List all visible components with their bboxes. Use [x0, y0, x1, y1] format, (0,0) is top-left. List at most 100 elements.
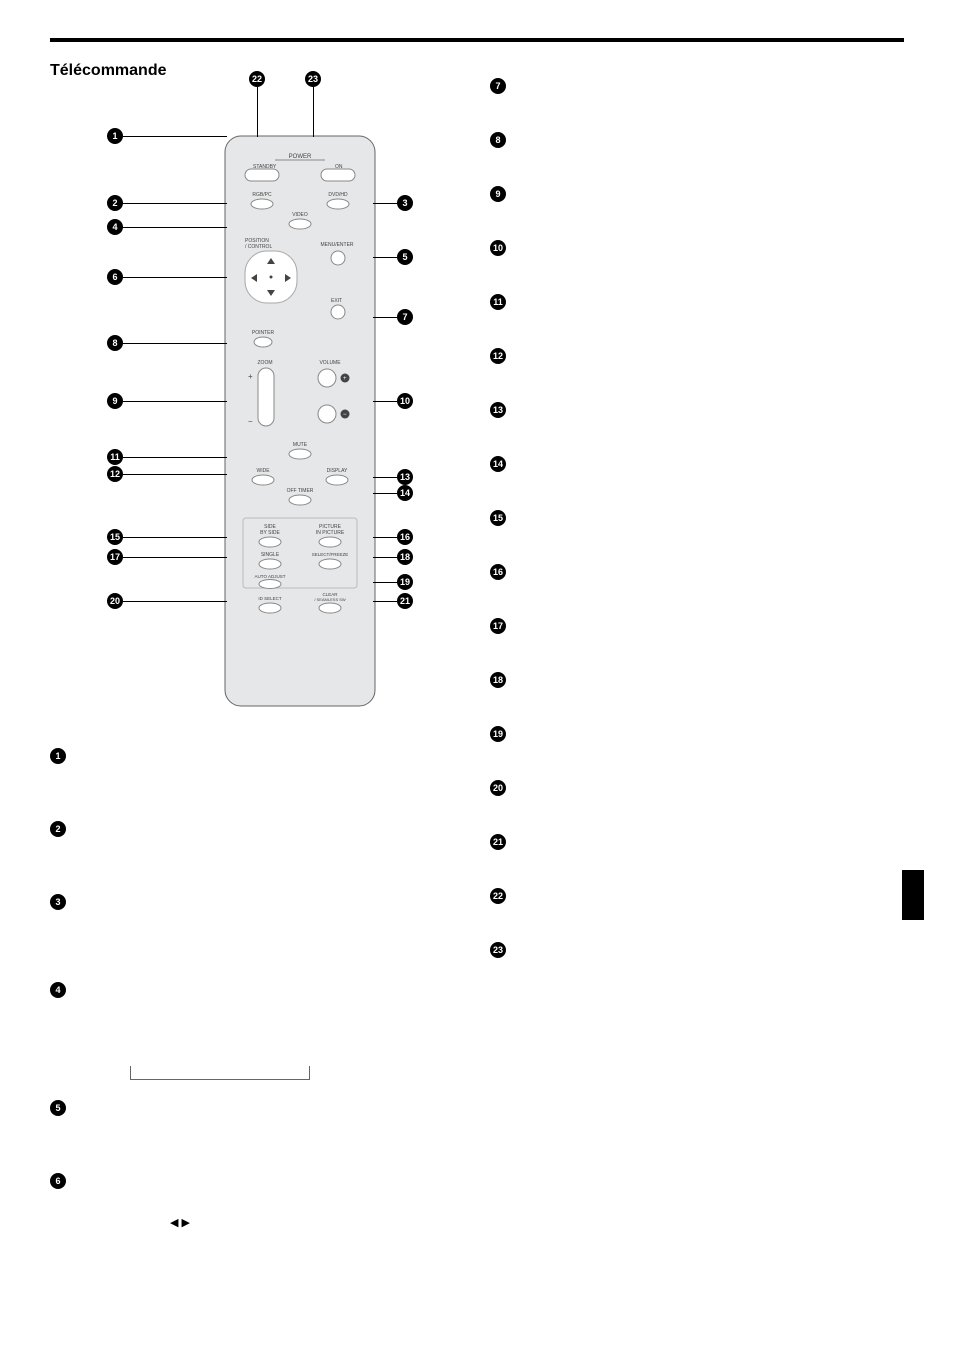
- desc-bullet: 17: [490, 618, 506, 634]
- desc-item: 2: [50, 819, 460, 874]
- left-column: Télécommande POWER STANDBY ON: [50, 62, 460, 1229]
- callout-bullet: 1: [107, 128, 123, 144]
- desc-item: 6: [50, 1171, 460, 1226]
- svg-text:WIDE: WIDE: [256, 468, 270, 474]
- svg-text:OFF TIMER: OFF TIMER: [287, 488, 314, 494]
- leader-line: [373, 317, 397, 318]
- desc-item: 3: [50, 892, 460, 962]
- leader-line: [313, 87, 314, 137]
- desc-bullet: 2: [50, 821, 66, 837]
- desc-bullet: 10: [490, 240, 506, 256]
- svg-text:AUTO ADJUST: AUTO ADJUST: [255, 574, 286, 579]
- svg-text:ID SELECT: ID SELECT: [258, 596, 282, 601]
- callout-bullet: 19: [397, 574, 413, 590]
- desc-item: 23: [490, 940, 870, 980]
- callout-bullet: 17: [107, 549, 123, 565]
- svg-text:DISPLAY: DISPLAY: [327, 468, 348, 474]
- svg-text:VOLUME: VOLUME: [319, 360, 341, 366]
- leader-line: [373, 477, 397, 478]
- svg-text:/ SEAMLESS SW: / SEAMLESS SW: [314, 597, 346, 602]
- desc-text: [76, 746, 460, 801]
- svg-text:+: +: [248, 372, 253, 381]
- leader-line: [373, 582, 397, 583]
- callout-bullet: 10: [397, 393, 413, 409]
- svg-text:DVD/HD: DVD/HD: [328, 192, 348, 198]
- desc-item: 16: [490, 562, 870, 602]
- desc-text: [516, 76, 870, 116]
- callout-bullet: 12: [107, 466, 123, 482]
- desc-text: [516, 724, 870, 764]
- svg-text:POWER: POWER: [289, 154, 312, 160]
- desc-text: [516, 346, 870, 386]
- desc-text: [516, 940, 870, 980]
- callout-bullet: 16: [397, 529, 413, 545]
- desc-item: 1: [50, 746, 460, 801]
- leader-line: [123, 136, 227, 137]
- desc-bullet: 23: [490, 942, 506, 958]
- desc-bullet: 6: [50, 1173, 66, 1189]
- desc-bullet: 16: [490, 564, 506, 580]
- desc-bullet: 14: [490, 456, 506, 472]
- desc-item: 18: [490, 670, 870, 710]
- desc-item: 17: [490, 616, 870, 656]
- callout-bullet: 21: [397, 593, 413, 609]
- svg-text:ZOOM: ZOOM: [258, 360, 273, 366]
- desc-item: 4: [50, 980, 460, 1050]
- desc-bullet: 19: [490, 726, 506, 742]
- callout-bullet: 15: [107, 529, 123, 545]
- desc-bullet: 9: [490, 186, 506, 202]
- callout-bullet: 2: [107, 195, 123, 211]
- leader-line: [373, 537, 397, 538]
- desc-item: 10: [490, 238, 870, 278]
- desc-item: 7: [490, 76, 870, 116]
- callout-bullet: 14: [397, 485, 413, 501]
- leader-line: [373, 401, 397, 402]
- svg-text:SINGLE: SINGLE: [261, 552, 280, 558]
- desc-bullet: 5: [50, 1100, 66, 1116]
- leader-line: [123, 343, 227, 344]
- desc-bullet: 20: [490, 780, 506, 796]
- callout-bullet: 4: [107, 219, 123, 235]
- desc-item: 8: [490, 130, 870, 170]
- desc-text: [76, 892, 460, 962]
- desc-item: 11: [490, 292, 870, 332]
- desc-text: [516, 886, 870, 926]
- leader-line: [373, 557, 397, 558]
- svg-text:/ CONTROL: / CONTROL: [245, 244, 272, 250]
- desc-bullet: 3: [50, 894, 66, 910]
- top-rule: [50, 38, 904, 42]
- leader-line: [123, 557, 227, 558]
- desc-text: [516, 292, 870, 332]
- svg-text:RGB/PC: RGB/PC: [252, 192, 272, 198]
- desc-bullet: 21: [490, 834, 506, 850]
- desc-bullet: 15: [490, 510, 506, 526]
- desc-text: [76, 819, 460, 874]
- desc-text: [516, 400, 870, 440]
- remote-svg: POWER STANDBY ON RGB/PC DVD/HD VIDEO PO: [75, 86, 435, 726]
- desc-item: 15: [490, 508, 870, 548]
- desc-bullet: 13: [490, 402, 506, 418]
- leader-line: [123, 277, 227, 278]
- desc-text: [516, 130, 870, 170]
- desc-text: [516, 184, 870, 224]
- leader-line: [373, 601, 397, 602]
- remote-diagram: POWER STANDBY ON RGB/PC DVD/HD VIDEO PO: [75, 86, 435, 726]
- svg-text:−: −: [343, 412, 347, 418]
- leader-line: [123, 537, 227, 538]
- callout-bullet: 18: [397, 549, 413, 565]
- desc-text: [516, 670, 870, 710]
- callout-bullet: 3: [397, 195, 413, 211]
- desc-text: [76, 980, 460, 1050]
- desc-item: 5: [50, 1098, 460, 1153]
- desc-bullet: 4: [50, 982, 66, 998]
- two-column-layout: Télécommande POWER STANDBY ON: [50, 62, 904, 1229]
- page: Télécommande POWER STANDBY ON: [0, 0, 954, 1259]
- desc-item: 13: [490, 400, 870, 440]
- svg-text:MUTE: MUTE: [293, 442, 308, 448]
- desc-text: [516, 616, 870, 656]
- leader-line: [123, 601, 227, 602]
- leader-line: [123, 227, 227, 228]
- leader-line: [373, 203, 397, 204]
- desc-text: [76, 1098, 460, 1153]
- callout-bullet: 8: [107, 335, 123, 351]
